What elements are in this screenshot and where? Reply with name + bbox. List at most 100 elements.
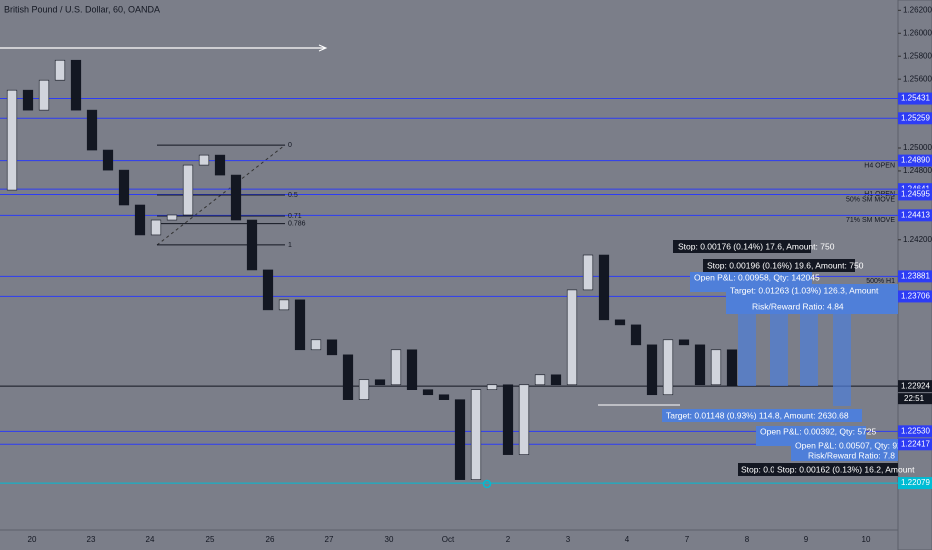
x-tick-label: 23 — [87, 535, 96, 544]
annotation: Open P&L: 0.00507, Qty: 9259 — [795, 440, 912, 450]
annotation-box — [791, 439, 898, 461]
fib-label: 1 — [288, 242, 292, 249]
candle — [150, 219, 162, 236]
position-box — [833, 296, 851, 406]
candle — [598, 254, 610, 321]
price-label-box — [898, 154, 932, 167]
x-tick-label: Oct — [442, 535, 455, 544]
position-box — [738, 296, 756, 386]
marker — [482, 479, 492, 489]
candle — [214, 154, 226, 176]
time-label: 22:51 — [904, 394, 925, 403]
annotation: Target: 0.01148 (0.93%) 114.8, Amount: 2… — [666, 410, 849, 420]
candle — [262, 269, 274, 311]
candle — [6, 89, 18, 191]
candle — [246, 219, 258, 271]
fib-label: 0 — [288, 142, 292, 149]
candle — [630, 324, 642, 346]
annotation: Stop: 0.0 — [741, 464, 775, 474]
price-label: 1.24890 — [901, 156, 930, 165]
position-box — [800, 296, 818, 386]
candle — [294, 299, 306, 351]
candle — [710, 349, 722, 386]
x-tick-label: 8 — [745, 535, 750, 544]
x-tick-label: 7 — [685, 535, 690, 544]
price-label: 1.22924 — [901, 381, 930, 390]
y-tick-label: 1.25600 — [903, 74, 932, 83]
chart-title: British Pound / U.S. Dollar, 60, OANDA — [4, 4, 160, 14]
candle — [550, 374, 562, 386]
annotation-box — [703, 259, 855, 272]
price-label: 1.24595 — [901, 190, 930, 199]
candle — [486, 384, 498, 390]
candle — [374, 379, 386, 386]
y-tick-label: 1.25000 — [903, 143, 932, 152]
candle — [438, 394, 450, 400]
fib-label: 0.71 — [288, 213, 302, 220]
candle — [422, 389, 434, 396]
candle — [614, 319, 626, 326]
candle — [678, 339, 690, 346]
x-tick-label: 2 — [506, 535, 511, 544]
candle — [518, 384, 530, 455]
level-text: 50% SM MOVE — [846, 196, 895, 203]
candle — [70, 59, 82, 111]
annotation: Risk/Reward Ratio: 4.84 — [752, 301, 844, 311]
annotation: Stop: 0.00176 (0.14%) 17.6, Amount: 750 — [678, 241, 835, 251]
y-tick-label: 1.24800 — [903, 166, 932, 175]
price-label: 1.25431 — [901, 94, 930, 103]
x-tick-label: 30 — [385, 535, 394, 544]
level-text: H4 OPEN — [864, 162, 895, 169]
annotation-box — [662, 409, 862, 422]
candle — [470, 389, 482, 480]
candle — [694, 344, 706, 386]
y-tick-label: 1.24200 — [903, 235, 932, 244]
price-label-box — [898, 270, 932, 283]
price-label: 1.22079 — [901, 478, 930, 487]
candle — [454, 399, 466, 480]
candle — [502, 384, 514, 455]
price-label-box — [898, 438, 932, 451]
y-tick-label: 1.26200 — [903, 5, 932, 14]
candle — [646, 344, 658, 396]
x-tick-label: 9 — [804, 535, 809, 544]
candle — [582, 254, 594, 291]
level-text: 71% SM MOVE — [846, 217, 895, 224]
price-label-box — [898, 477, 932, 490]
annotation: Risk/Reward Ratio: 7.8 — [808, 450, 895, 460]
price-label: 1.24413 — [901, 210, 930, 219]
price-label-box — [898, 425, 932, 438]
price-label: 1.25259 — [901, 113, 930, 122]
x-tick-label: 27 — [325, 535, 334, 544]
annotation: Open P&L: 0.00958, Qty: 142045 — [694, 272, 820, 282]
x-tick-label: 3 — [566, 535, 571, 544]
price-label: 1.23881 — [901, 271, 930, 280]
candle — [406, 349, 418, 390]
candle — [278, 299, 290, 311]
candle — [22, 89, 34, 111]
candle — [166, 214, 178, 221]
x-tick-label: 20 — [28, 535, 37, 544]
time-box — [898, 393, 932, 405]
annotation-box — [738, 463, 778, 476]
candle — [662, 339, 674, 396]
annotation: Open P&L: 0.00392, Qty: 5725 — [760, 426, 877, 436]
candle — [390, 349, 402, 386]
level-text: 500% H1 — [866, 278, 895, 285]
candle — [534, 374, 546, 386]
price-label: 1.22530 — [901, 426, 930, 435]
candle — [86, 109, 98, 151]
price-label-box — [898, 188, 932, 201]
price-label-box — [898, 290, 932, 303]
price-label-box — [898, 209, 932, 222]
x-tick-label: 24 — [146, 535, 155, 544]
candle — [326, 339, 338, 356]
annotation: Target: 0.01263 (1.03%) 126.3, Amount — [730, 285, 879, 295]
candle — [566, 289, 578, 386]
fib-label: 0.5 — [288, 192, 298, 199]
annotation-box — [726, 284, 898, 314]
fib-label: 0.786 — [288, 220, 306, 227]
candle — [182, 164, 194, 216]
candle — [230, 174, 242, 221]
